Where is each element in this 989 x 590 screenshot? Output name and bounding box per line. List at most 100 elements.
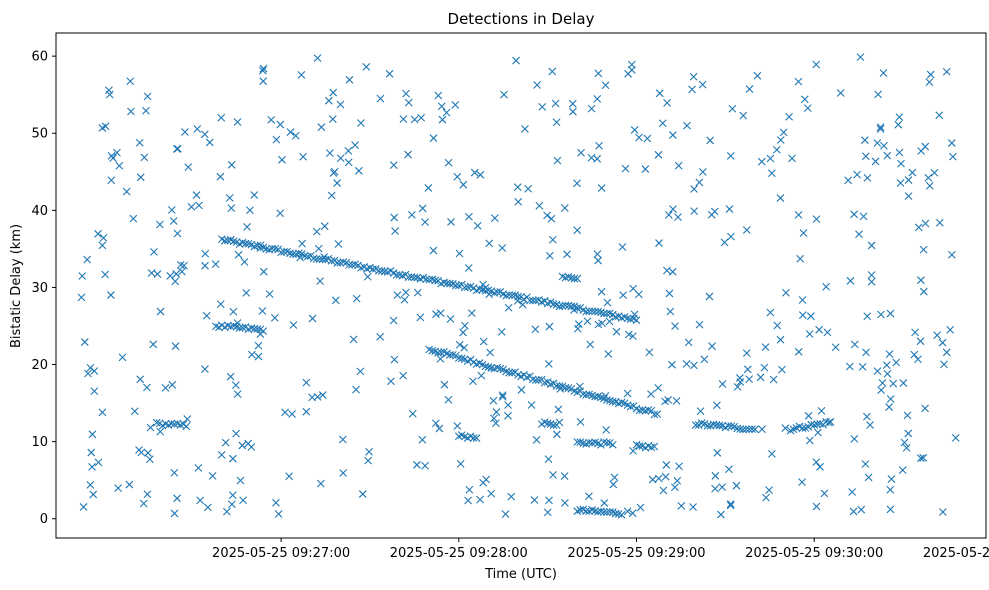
scatter-point — [668, 267, 677, 276]
scatter-point — [296, 253, 305, 262]
scatter-point — [320, 253, 329, 261]
scatter-point — [831, 343, 840, 352]
scatter-point — [715, 421, 724, 430]
scatter-point — [531, 296, 540, 305]
scatter-point — [421, 461, 429, 470]
scatter-point — [156, 427, 165, 436]
scatter-point — [291, 131, 300, 140]
scatter-point — [436, 355, 445, 363]
scatter-point — [272, 498, 280, 507]
scatter-point — [825, 418, 833, 427]
scatter-point — [745, 85, 754, 93]
scatter-point — [617, 510, 626, 519]
scatter-point — [265, 290, 274, 298]
scatter-point — [718, 380, 727, 388]
scatter-point — [864, 473, 873, 482]
scatter-point — [674, 213, 682, 222]
scatter-point — [850, 435, 859, 443]
scatter-point — [140, 153, 149, 162]
scatter-point — [638, 406, 647, 414]
scatter-point — [316, 277, 324, 286]
scatter-point — [691, 421, 700, 429]
scatter-point — [496, 364, 505, 373]
scatter-point — [647, 443, 656, 452]
y-tick-label: 50 — [31, 127, 48, 142]
scatter-point — [228, 500, 236, 509]
scatter-point — [728, 104, 737, 113]
scatter-point — [778, 365, 786, 374]
scatter-point — [171, 342, 180, 351]
scatter-point — [334, 240, 343, 248]
scatter-point — [781, 424, 790, 433]
scatter-point — [317, 123, 326, 132]
scatter-point — [573, 324, 582, 333]
scatter-point — [339, 469, 348, 477]
scatter-point — [745, 375, 754, 384]
scatter-point — [720, 238, 729, 247]
scatter-point — [899, 379, 908, 387]
scatter-point — [318, 391, 327, 399]
scatter-point — [689, 72, 698, 81]
scatter-point — [914, 223, 923, 232]
scatter-point — [935, 218, 944, 227]
scatter-point — [573, 226, 582, 235]
scatter-point — [286, 128, 295, 136]
scatter-point — [863, 412, 871, 421]
scatter-point — [203, 503, 212, 512]
scatter-point — [356, 367, 365, 376]
scatter-point — [446, 279, 454, 288]
scatter-point — [885, 403, 893, 411]
scatter-point — [573, 438, 582, 446]
scatter-point — [413, 460, 421, 469]
scatter-point — [548, 235, 557, 244]
scatter-point — [338, 435, 347, 444]
scatter-point — [369, 265, 377, 274]
scatter-point — [454, 354, 463, 362]
scatter-point — [233, 319, 242, 327]
scatter-point — [935, 111, 944, 120]
scatter-point — [477, 371, 486, 380]
scatter-point — [659, 486, 668, 495]
scatter-point — [276, 209, 285, 218]
scatter-point — [98, 241, 107, 250]
scatter-point — [896, 179, 905, 187]
scatter-point — [690, 185, 698, 193]
scatter-point — [576, 417, 585, 426]
scatter-point — [212, 322, 220, 331]
scatter-point — [391, 227, 399, 236]
scatter-point — [555, 418, 564, 427]
scatter-point — [500, 90, 508, 99]
scatter-point — [629, 446, 637, 455]
scatter-point — [751, 425, 759, 434]
scatter-point — [748, 425, 756, 433]
scatter-point — [820, 489, 829, 498]
chart-title: Detections in Delay — [448, 10, 595, 28]
scatter-point — [866, 421, 874, 429]
scatter-point — [942, 348, 951, 357]
scatter-point — [489, 396, 498, 405]
scatter-point — [668, 131, 677, 139]
scatter-point — [711, 471, 720, 480]
scatter-point — [345, 75, 354, 84]
scatter-point — [654, 383, 663, 392]
scatter-point — [294, 249, 303, 258]
scatter-point — [798, 311, 807, 320]
scatter-point — [173, 144, 182, 153]
scatter-point — [597, 287, 606, 296]
scatter-point — [594, 307, 602, 316]
scatter-point — [706, 136, 715, 145]
scatter-point — [594, 69, 603, 78]
scatter-point — [765, 486, 773, 494]
scatter-point — [545, 251, 554, 260]
scatter-point — [316, 479, 325, 488]
scatter-point — [601, 391, 610, 400]
scatter-point — [242, 288, 251, 297]
scatter-point — [362, 62, 371, 71]
scatter-point — [150, 248, 158, 256]
scatter-point — [194, 463, 203, 472]
scatter-point — [914, 355, 922, 364]
scatter-point — [544, 455, 553, 464]
scatter-point — [739, 425, 748, 434]
scatter-point — [726, 151, 735, 160]
scatter-point — [352, 385, 360, 394]
